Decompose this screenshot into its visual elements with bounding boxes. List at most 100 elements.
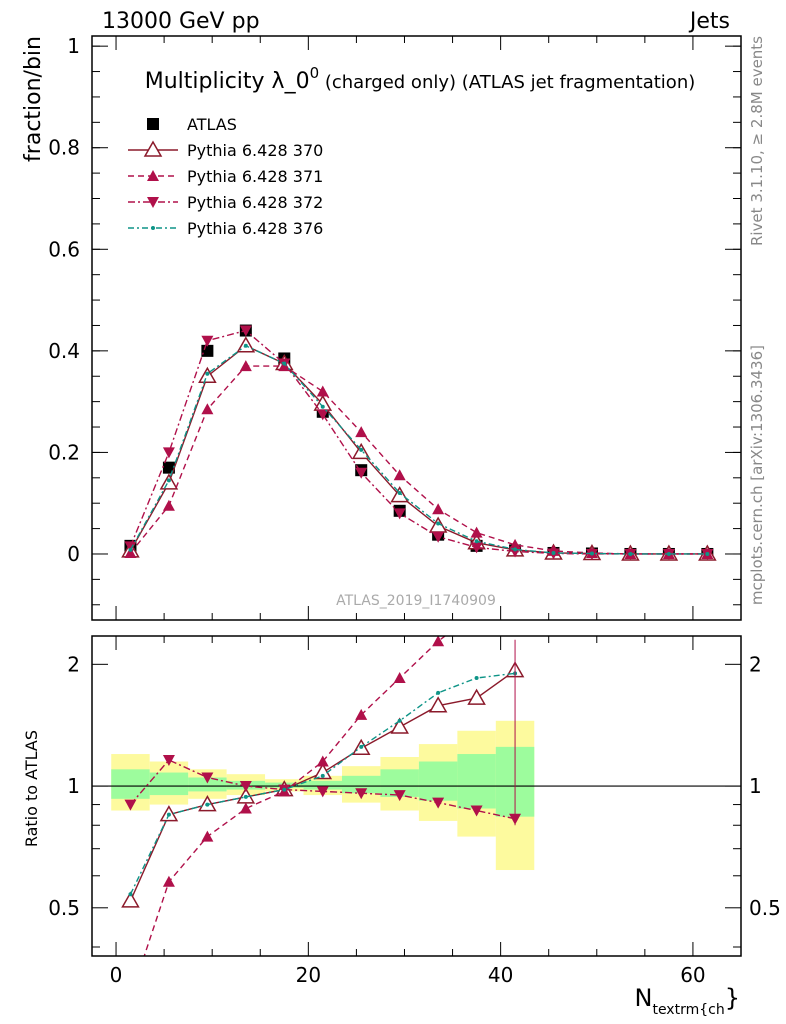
ratio-data-point — [162, 754, 175, 766]
main-y-tick-label: 0.2 — [48, 440, 80, 464]
ratio-data-point — [390, 717, 409, 734]
mcplots-label: mcplots.cern.ch [arXiv:1306.3436] — [748, 345, 766, 605]
ratio-data-point — [393, 790, 406, 802]
legend-label: Pythia 6.428 376 — [187, 219, 323, 238]
ratio-data-point — [124, 799, 137, 811]
legend-label: Pythia 6.428 372 — [187, 193, 323, 212]
ratio-data-point — [124, 992, 136, 1003]
ratio-y-tick-label-right: 2 — [749, 652, 762, 676]
main-series-3 — [124, 325, 714, 560]
main-series-line — [129, 344, 708, 555]
main-data-point — [205, 371, 210, 376]
main-data-point — [470, 542, 483, 554]
ratio-data-point — [355, 708, 368, 720]
main-data-point — [243, 343, 248, 348]
main-data-point — [436, 521, 441, 526]
ratio-series-line — [143, 636, 447, 956]
main-data-point — [393, 508, 406, 520]
ratio-data-point — [166, 812, 171, 817]
ratio-uncertainty-band-inner — [111, 769, 150, 799]
x-tick-label: 60 — [680, 963, 705, 987]
ratio-uncertainty-band-inner — [188, 777, 227, 792]
ratio-y-tick-label: 0.5 — [48, 896, 80, 920]
main-y-tick-label: 0.4 — [48, 339, 80, 363]
main-data-point — [551, 550, 556, 555]
ratio-data-point — [355, 788, 368, 800]
x-axis-label-tail: } — [725, 984, 740, 1012]
ratio-data-point — [470, 805, 483, 817]
ratio-data-point — [162, 875, 175, 887]
x-tick-label: 0 — [110, 963, 123, 987]
main-panel-frame — [91, 35, 742, 621]
legend-label: Pythia 6.428 371 — [187, 167, 323, 186]
main-data-point — [124, 546, 137, 558]
main-y-tick-label: 1 — [67, 34, 80, 58]
main-panel: 0 0.2 0.4 0.6 0.8 1 — [48, 34, 742, 621]
ratio-uncertainty-band-inner — [149, 772, 189, 796]
legend-swatch-marker — [143, 140, 163, 157]
main-data-point — [128, 547, 133, 552]
x-axis-label-sub: textrm{ch — [652, 1002, 724, 1018]
ratio-data-point — [467, 688, 486, 705]
ratio-data-point — [282, 787, 287, 792]
header-right: Jets — [688, 9, 730, 34]
main-series-2 — [124, 360, 714, 559]
legend-label: ATLAS — [187, 115, 237, 134]
ratio-data-point — [243, 794, 248, 799]
ratio-series-1 — [124, 636, 447, 1003]
analysis-watermark: ATLAS_2019_I1740909 — [336, 593, 496, 609]
ratio-data-point — [320, 773, 325, 778]
main-data-point — [397, 491, 402, 496]
chart-title-main: Multiplicity λ_0 — [145, 69, 310, 94]
main-y-tick-label: 0 — [67, 542, 80, 566]
chart-title-rest: (charged only) (ATLAS jet fragmentation) — [319, 72, 695, 93]
header-left: 13000 GeV pp — [102, 9, 260, 34]
ratio-data-point — [205, 802, 210, 807]
ratio-series-3 — [128, 671, 518, 897]
main-data-point — [355, 467, 368, 479]
ratio-panel-frame — [91, 635, 742, 957]
ratio-y-tick-label: 2 — [67, 652, 80, 676]
main-data-point — [162, 447, 175, 459]
ratio-y-tick-label-right: 1 — [749, 774, 762, 798]
legend-swatch-marker — [147, 170, 159, 181]
main-data-point — [393, 469, 406, 481]
ratio-uncertainty-band-inner — [303, 780, 342, 790]
ratio-data-point — [316, 786, 329, 798]
legend-item: ATLAS — [147, 115, 237, 134]
ratio-data-point — [393, 672, 406, 684]
main-data-point — [162, 499, 175, 511]
ratio-data-point — [201, 830, 214, 842]
x-axis-label-main: N — [635, 984, 653, 1012]
legend-item: Pythia 6.428 370 — [128, 140, 323, 160]
main-data-point — [589, 551, 594, 556]
main-series-4 — [128, 343, 710, 556]
ratio-y-axis-label: Ratio to ATLAS — [22, 730, 41, 847]
main-data-point — [474, 539, 479, 544]
ratio-data-point — [313, 763, 333, 780]
ratio-panel: 0.5 0.51 12 20 20 40 60 — [48, 635, 781, 1003]
main-data-point — [666, 551, 671, 556]
ratio-uncertainty-band-inner — [341, 775, 381, 794]
legend-swatch-marker — [151, 226, 155, 230]
chart-title-sup: 0 — [310, 64, 320, 82]
main-series-line — [129, 344, 708, 555]
main-data-point — [316, 409, 329, 421]
legend-swatch-marker — [147, 197, 159, 208]
rivet-label: Rivet 3.1.10, ≥ 2.8M events — [748, 36, 766, 246]
main-data-point — [320, 404, 325, 409]
ratio-data-point — [432, 797, 445, 809]
legend-item: Pythia 6.428 376 — [128, 219, 323, 238]
main-data-point — [239, 360, 252, 372]
ratio-y-tick-label: 1 — [67, 774, 80, 798]
main-series-line — [129, 365, 708, 555]
legend-swatch-marker — [147, 118, 159, 130]
main-data-point — [124, 541, 137, 553]
ratio-y-tick-label-right: 0.5 — [749, 896, 781, 920]
ratio-data-point — [432, 636, 445, 647]
main-data-point — [166, 478, 171, 483]
ratio-data-point — [428, 696, 448, 713]
main-series-0 — [124, 324, 714, 560]
main-data-point — [201, 335, 214, 347]
